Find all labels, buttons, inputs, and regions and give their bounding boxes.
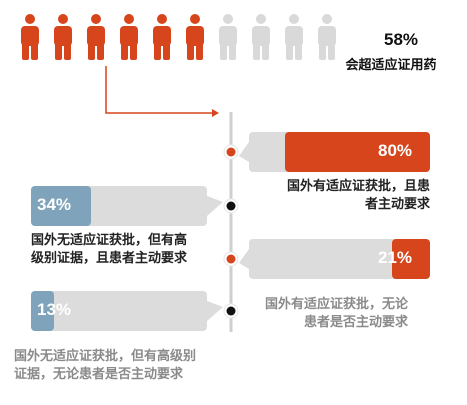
- description-1: 国外有适应证获批，且患 者主动要求: [287, 178, 430, 214]
- value-label-4: 13%: [37, 300, 72, 319]
- timeline-dot-2: [223, 198, 239, 214]
- value-bar-4: [31, 291, 54, 331]
- person-icon: [21, 14, 39, 60]
- person-icon: [186, 14, 204, 60]
- person-icon: [285, 14, 303, 60]
- bubble-2: [31, 186, 223, 226]
- value-bar-3: [392, 239, 430, 279]
- description-3-line-1: 国外有适应证获批，无论: [265, 297, 409, 312]
- headline-label: 会超适应证用药: [345, 58, 437, 73]
- person-icon: [318, 14, 336, 60]
- people-icons: [21, 14, 336, 60]
- description-3-line-2: 患者是否主动要求: [304, 315, 409, 330]
- arrowhead-icon: [212, 109, 219, 117]
- bubble-1: [239, 132, 430, 172]
- timeline-dot-1: [223, 144, 239, 160]
- description-4: 国外无适应证获批，但有高级别 证据，无论患者是否主动要求: [14, 348, 196, 384]
- person-icon: [54, 14, 72, 60]
- bubbles: [31, 132, 430, 331]
- bubble-3: [239, 239, 430, 279]
- timeline-dot-4: [223, 303, 239, 319]
- description-3: 国外有适应证获批，无论 患者是否主动要求: [265, 296, 408, 332]
- description-1-line-1: 国外有适应证获批，且患: [287, 179, 431, 194]
- timeline-dot-3: [223, 251, 239, 267]
- description-2: 国外无适应证获批，但有高 级别证据，且患者主动要求: [31, 232, 187, 268]
- person-icon: [252, 14, 270, 60]
- description-4-line-2: 证据，无论患者是否主动要求: [14, 367, 184, 382]
- value-bar-1: [285, 132, 430, 172]
- person-icon: [120, 14, 138, 60]
- description-2-line-1: 国外无适应证获批，但有高: [31, 233, 188, 248]
- headline-percent: 58%: [383, 30, 419, 49]
- description-1-line-2: 者主动要求: [365, 197, 431, 212]
- bubble-4: [31, 291, 223, 331]
- description-4-line-1: 国外无适应证获批，但有高级别: [14, 349, 197, 364]
- description-2-line-2: 级别证据，且患者主动要求: [31, 251, 188, 266]
- value-label-2: 34%: [37, 195, 72, 214]
- timeline-dots: [223, 144, 239, 319]
- person-icon: [153, 14, 171, 60]
- person-icon: [87, 14, 105, 60]
- connector-arrow: [105, 66, 212, 114]
- value-label-1: 80%: [378, 141, 413, 160]
- value-label-3: 21%: [378, 248, 413, 267]
- value-bar-2: [31, 186, 91, 226]
- person-icon: [219, 14, 237, 60]
